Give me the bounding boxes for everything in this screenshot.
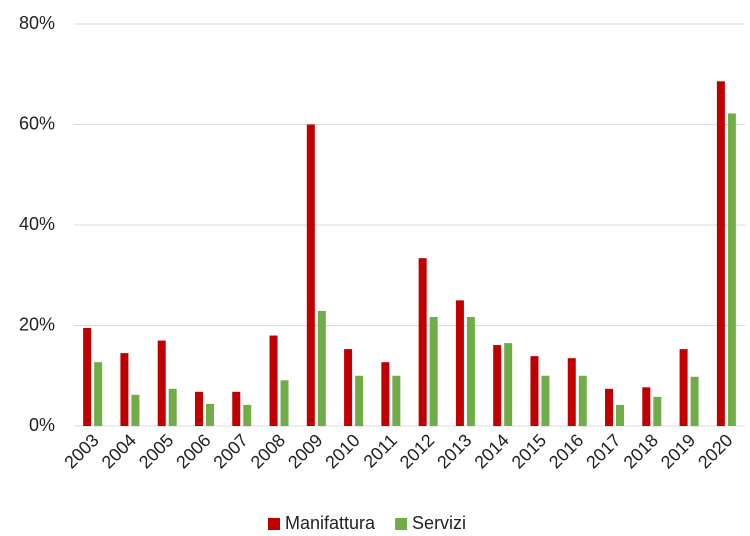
x-tick-label: 2020	[694, 430, 736, 472]
x-tick-label: 2017	[582, 430, 624, 472]
bar	[168, 388, 177, 426]
x-tick-label: 2011	[360, 430, 402, 472]
bar	[120, 353, 129, 426]
bar	[605, 388, 614, 426]
x-tick-label: 2019	[657, 430, 699, 472]
y-tick-label: 40%	[19, 214, 55, 234]
legend-swatch	[268, 518, 280, 530]
x-tick-label: 2015	[508, 430, 550, 472]
bar	[727, 113, 736, 426]
bar	[578, 375, 587, 426]
bar	[157, 340, 166, 426]
x-tick-label: 2009	[284, 430, 326, 472]
legend-label: Servizi	[412, 513, 466, 533]
bar	[94, 362, 103, 426]
bar	[232, 391, 241, 426]
bar	[381, 362, 390, 426]
bar	[317, 310, 326, 426]
bar	[716, 81, 725, 426]
bar	[392, 375, 401, 426]
x-tick-label: 2013	[433, 430, 475, 472]
bar	[642, 387, 651, 426]
bar	[455, 300, 464, 426]
bar	[344, 349, 353, 426]
bar	[567, 358, 576, 426]
x-tick-label: 2008	[247, 430, 289, 472]
x-tick-label: 2014	[470, 430, 512, 472]
bar	[83, 328, 92, 426]
bar	[269, 335, 278, 426]
x-tick-label: 2004	[98, 430, 140, 472]
x-tick-label: 2006	[172, 430, 214, 472]
bar	[194, 391, 203, 426]
legend-swatch	[395, 518, 408, 530]
bar	[306, 124, 315, 426]
x-tick-label: 2010	[321, 430, 363, 472]
bar	[243, 404, 252, 426]
x-tick-label: 2012	[396, 430, 438, 472]
y-tick-label: 20%	[19, 314, 55, 334]
bar	[205, 403, 214, 426]
legend-label: Manifattura	[285, 513, 376, 533]
bar	[466, 316, 475, 426]
bar	[429, 316, 438, 426]
bar	[504, 343, 513, 426]
y-tick-label: 60%	[19, 113, 55, 133]
x-tick-label: 2007	[209, 430, 251, 472]
bar	[418, 258, 427, 426]
bar	[653, 396, 662, 426]
x-tick-label: 2016	[545, 430, 587, 472]
bar	[690, 376, 699, 426]
x-tick-label: 2018	[620, 430, 662, 472]
bar	[131, 394, 140, 426]
bar	[530, 356, 539, 426]
x-tick-label: 2005	[135, 430, 177, 472]
x-tick-label: 2003	[60, 430, 102, 472]
bar	[355, 375, 364, 426]
bar	[541, 375, 550, 426]
y-tick-label: 0%	[29, 415, 55, 435]
bar	[280, 380, 289, 426]
y-tick-label: 80%	[19, 13, 55, 33]
bar	[616, 404, 625, 426]
bar	[493, 345, 502, 426]
bar	[679, 349, 688, 426]
